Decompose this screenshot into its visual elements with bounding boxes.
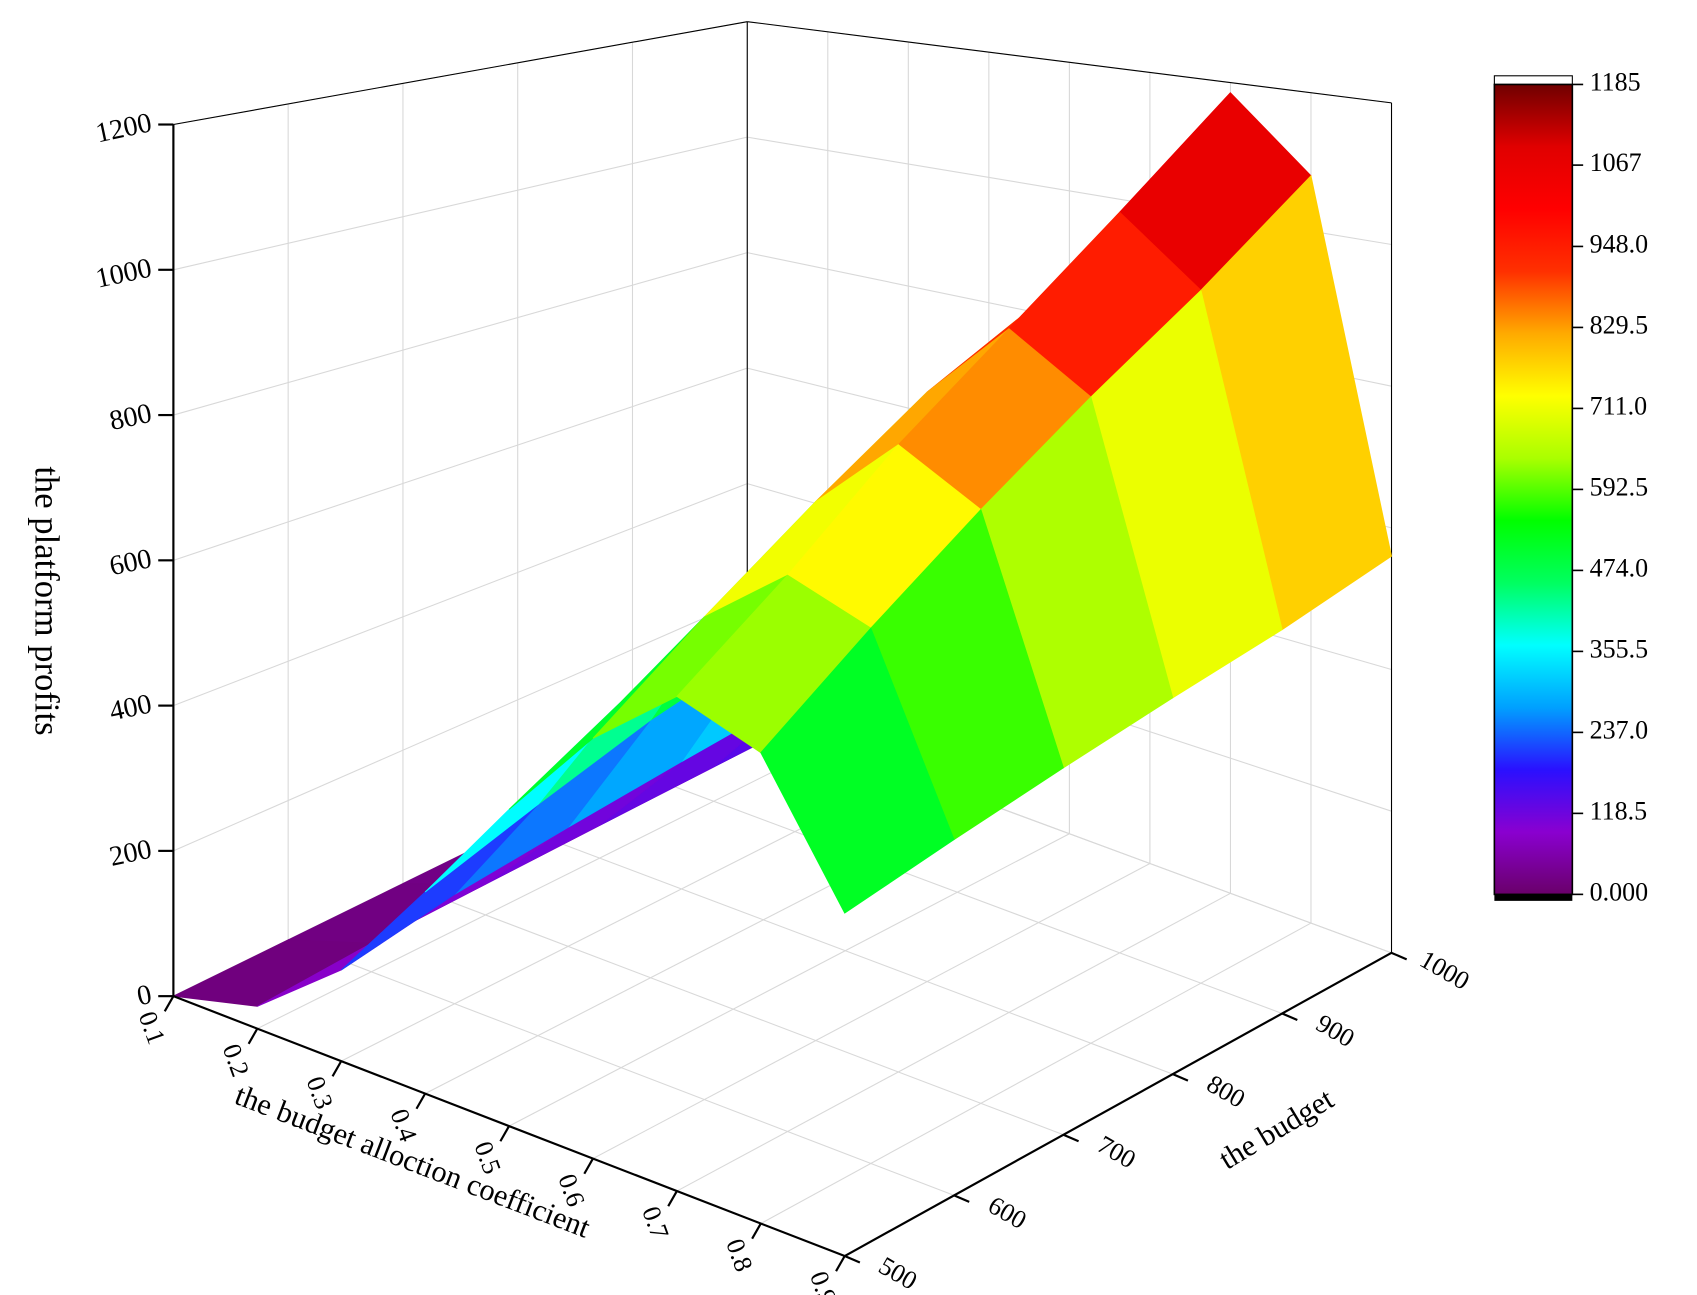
floor-grid-line [508,833,1070,1127]
x-tick [331,1060,343,1077]
x-tick [499,1125,510,1142]
floor-grid-line [517,826,1173,1075]
colorbar-body [1493,83,1574,896]
x-tick [835,1255,846,1272]
wall-edge [173,21,748,126]
y-tick-label: 700 [1093,1130,1141,1175]
z-tick-label: 800 [107,398,155,437]
floor-grid-line [760,922,1312,1225]
y-tick [1391,951,1408,961]
x-tick [751,1222,762,1240]
z-axis-label: the platform profits [28,466,66,735]
x-tick-label: 0.1 [133,1008,171,1048]
z-tick-label: 1000 [93,253,154,295]
x-tick [583,1158,594,1175]
wall-edge [747,21,1392,104]
surface-patch [760,627,955,914]
colorbar-tick-label: 711.0 [1590,391,1647,420]
wall-grid-line [173,252,748,416]
z-tick-label: 0 [134,979,154,1012]
x-tick-label: 0.9 [804,1267,842,1295]
colorbar-tick-label: 1185 [1590,67,1641,96]
colorbar-tick-label: 592.5 [1590,472,1648,501]
wall-grid-line [173,367,748,561]
wall-grid-line [173,483,748,707]
y-tick-label: 800 [1202,1069,1250,1114]
y-tick [1172,1073,1189,1082]
colorbar-tick-label: 0.000 [1590,877,1648,906]
colorbar-tick-label: 829.5 [1590,310,1648,339]
colorbar-tick-label: 355.5 [1590,634,1648,663]
wall-grid-line [173,598,748,852]
floor-grid-line [632,770,1283,1014]
x-tick [247,1028,259,1045]
x-tick-label: 0.2 [217,1040,255,1080]
x-tick-label: 0.7 [636,1202,674,1242]
colorbar-tick-label: 474.0 [1590,553,1648,582]
colorbar-cap [1493,75,1573,85]
floor-grid-line [287,939,955,1196]
x-axis [172,995,846,1258]
y-tick-label: 600 [983,1190,1031,1235]
y-tick [844,1255,861,1264]
y-tick [1281,1012,1298,1021]
y-tick-label: 900 [1311,1008,1359,1053]
y-tick [1063,1133,1080,1143]
y-tick-label: 1000 [1415,945,1474,996]
surface [171,92,1392,1007]
colorbar-tick-label: 1067 [1590,148,1642,177]
colorbar-cap [1494,894,1573,901]
x-tick-label: 0.8 [720,1235,758,1275]
floor-grid-line [402,883,1064,1136]
y-tick [953,1194,970,1203]
colorbar-tick-label: 948.0 [1590,229,1648,258]
x-tick [415,1093,427,1110]
surface-patch [171,939,373,1007]
x-axis-label: the budget alloction coefficient [231,1078,596,1245]
z-tick-label: 1200 [93,107,154,149]
colorbar: 0.000 118.5 237.0 355.5 474.0 592.5 711.0 829.5… [1493,67,1648,906]
floor-grid-line [592,863,1151,1160]
y-tick-label: 500 [874,1251,922,1295]
x-tick [667,1190,678,1207]
colorbar-tick-label: 118.5 [1590,796,1647,825]
surface-patch [340,804,539,971]
floor-grid-line [676,892,1231,1192]
z-tick-label: 600 [107,543,155,582]
floor-grid-line [257,743,829,1030]
z-tick-label: 200 [107,834,155,873]
colorbar-tick-label: 237.0 [1590,715,1648,744]
wall-grid-line [173,136,748,271]
x-tick [163,995,175,1012]
y-axis [844,951,1393,1257]
z-tick-label: 400 [107,688,155,727]
